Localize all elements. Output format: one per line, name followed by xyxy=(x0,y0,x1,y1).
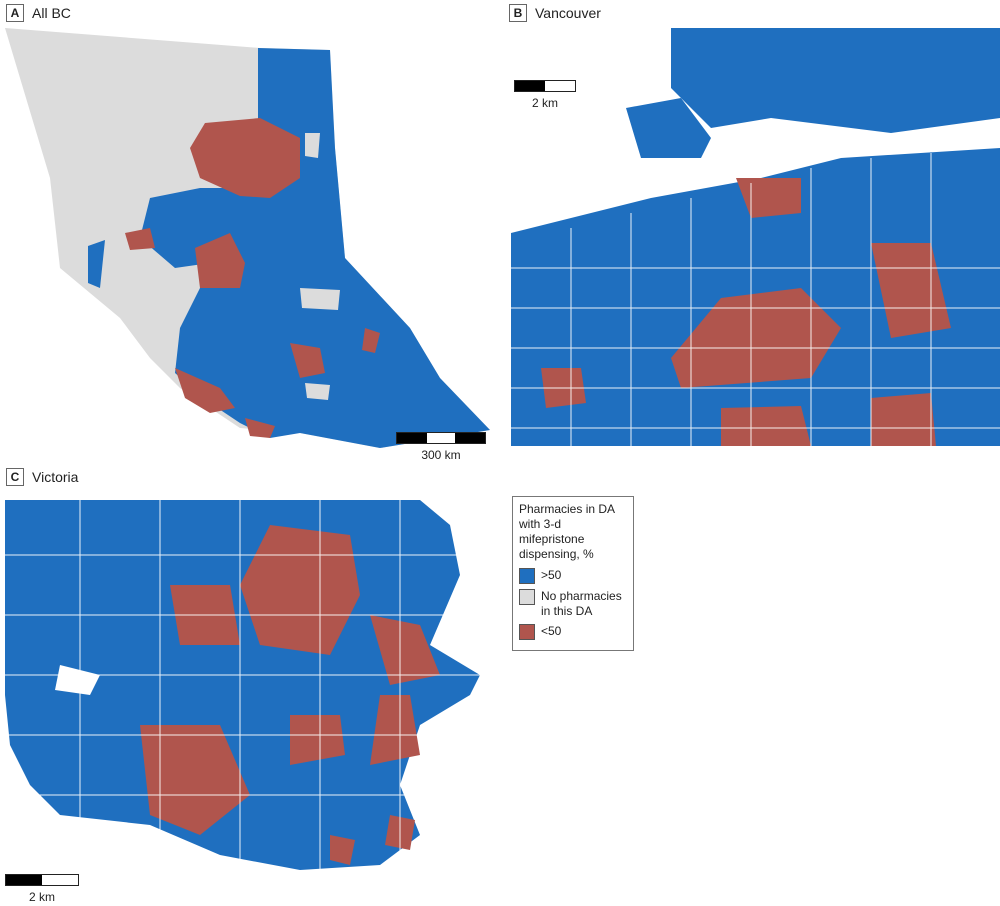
panel-title: Victoria xyxy=(32,469,79,485)
legend: Pharmacies in DA with 3-d mifepristone d… xyxy=(512,496,634,651)
panel-c-label: C Victoria xyxy=(6,468,78,486)
scale-label: 300 km xyxy=(421,448,461,462)
legend-item: >50 xyxy=(519,568,627,584)
scalebar-a: 300 km xyxy=(396,432,486,462)
bc-map xyxy=(5,28,490,448)
legend-label: >50 xyxy=(541,568,562,582)
panel-b-label: B Vancouver xyxy=(509,4,601,22)
legend-item: No pharmacies in this DA xyxy=(519,589,627,619)
panel-letter: C xyxy=(6,468,24,486)
scale-label: 2 km xyxy=(531,96,558,110)
swatch-none xyxy=(519,589,535,605)
legend-label: <50 xyxy=(541,624,562,638)
legend-title: Pharmacies in DA with 3-d mifepristone d… xyxy=(519,502,615,561)
panel-a-label: A All BC xyxy=(6,4,71,22)
panel-title: Vancouver xyxy=(535,5,601,21)
vancouver-map xyxy=(511,28,1000,446)
panel-title: All BC xyxy=(32,5,71,21)
swatch-below50 xyxy=(519,624,535,640)
scalebar-b: 2 km xyxy=(514,80,576,110)
swatch-above50 xyxy=(519,568,535,584)
legend-item: <50 xyxy=(519,624,627,640)
scale-label: 2 km xyxy=(28,890,55,904)
victoria-map xyxy=(0,495,480,870)
panel-letter: A xyxy=(6,4,24,22)
panel-letter: B xyxy=(509,4,527,22)
legend-label: No pharmacies in this DA xyxy=(541,589,622,618)
scalebar-c: 2 km xyxy=(5,874,79,904)
